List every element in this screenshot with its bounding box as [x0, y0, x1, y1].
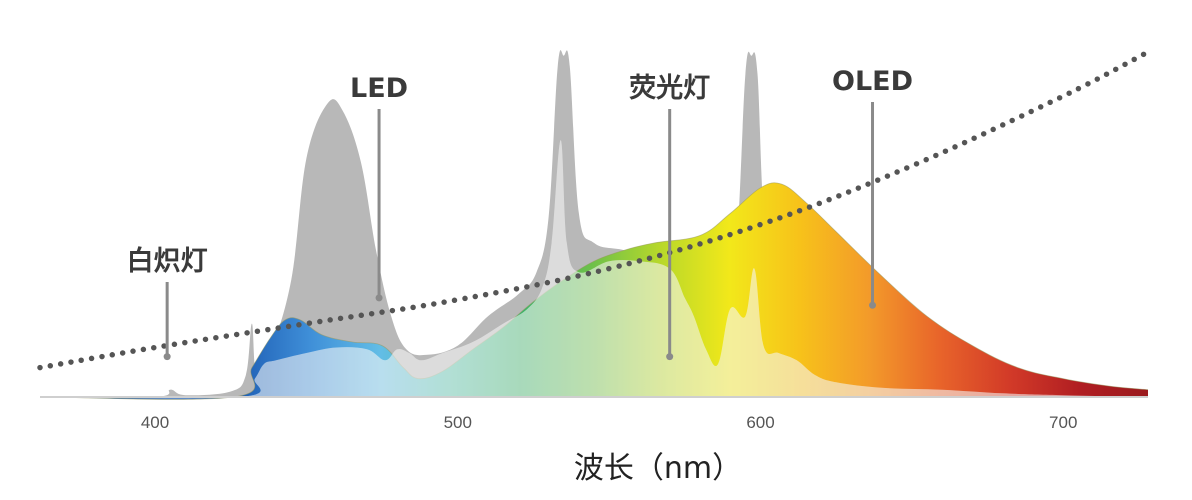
fluorescent-label: 荧光灯	[629, 73, 710, 104]
led-label: LED	[350, 73, 408, 104]
incandescent-label: 白炽灯	[127, 245, 208, 277]
fluorescent-spectrum-area	[40, 140, 1148, 399]
led-spectrum-area	[40, 50, 1148, 398]
x-tick-label: 600	[746, 413, 774, 432]
fluorescent-spectrum-tint	[40, 140, 1148, 399]
fluorescent-leader-dot	[666, 353, 674, 361]
oled-leader-dot	[869, 301, 877, 309]
incandescent-dotted-curve	[37, 49, 1151, 371]
oled-spectrum-area	[40, 182, 1148, 400]
x-tick-label: 500	[444, 413, 472, 432]
incandescent-leader-dot	[163, 353, 171, 361]
oled-label: OLED	[832, 66, 913, 97]
x-tick-label: 700	[1049, 413, 1077, 432]
x-axis-title: 波长（nm）	[574, 451, 742, 486]
led-leader-dot	[375, 294, 383, 302]
x-tick-label: 400	[141, 413, 169, 432]
